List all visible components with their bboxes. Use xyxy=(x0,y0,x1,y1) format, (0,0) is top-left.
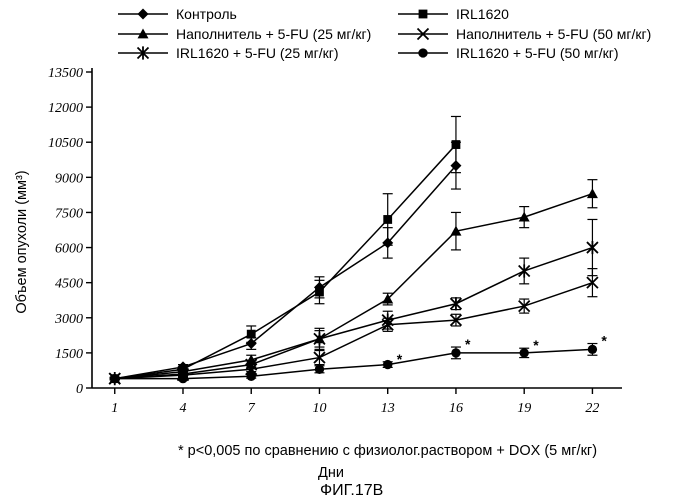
legend-label: Контроль xyxy=(176,6,237,22)
significance-star: * xyxy=(465,336,471,352)
series-line xyxy=(115,166,456,379)
y-tick-label: 3000 xyxy=(54,312,83,327)
y-tick-label: 13500 xyxy=(48,66,83,81)
y-tick-label: 10500 xyxy=(48,136,83,151)
data-point xyxy=(314,332,325,345)
data-point xyxy=(247,372,256,381)
x-tick-label: 22 xyxy=(585,401,599,416)
data-point xyxy=(587,241,598,254)
y-tick-label: 7500 xyxy=(55,206,83,221)
legend-item: Контроль xyxy=(118,6,237,22)
x-tick-label: 16 xyxy=(449,401,463,416)
legend-item: IRL1620 + 5-FU (25 мг/кг) xyxy=(118,45,339,61)
y-tick-label: 1500 xyxy=(55,347,83,362)
legend-label: IRL1620 + 5-FU (25 мг/кг) xyxy=(176,45,339,61)
y-tick-label: 0 xyxy=(76,382,83,397)
data-point xyxy=(450,297,461,310)
x-tick-label: 1 xyxy=(111,401,118,416)
x-tick-label: 19 xyxy=(517,401,531,416)
y-tick-label: 9000 xyxy=(55,171,83,186)
data-point xyxy=(588,345,597,354)
y-axis-label: Объем опухоли (мм³) xyxy=(14,170,30,313)
y-tick-label: 12000 xyxy=(48,101,83,116)
tumor-volume-chart: Контроль IRL1620 Наполнитель + 5-FU (25 мг… xyxy=(0,0,700,482)
legend-item: IRL1620 + 5-FU (50 мг/кг) xyxy=(398,45,619,61)
y-axis-label-wrap: Объем опухоли (мм³) xyxy=(12,232,32,252)
legend-item: Наполнитель + 5-FU (25 мг/кг) xyxy=(118,26,371,42)
x-tick-label: 13 xyxy=(381,401,395,416)
legend-item: IRL1620 xyxy=(398,6,509,22)
data-point xyxy=(519,264,530,277)
data-point xyxy=(383,215,392,224)
y-tick-label: 4500 xyxy=(55,277,83,292)
significance-star: * xyxy=(601,333,607,349)
y-tick-label: 6000 xyxy=(55,242,83,257)
significance-footnote: * p<0,005 по сравнению с физиолог.раство… xyxy=(178,443,597,459)
legend-label: Наполнитель + 5-FU (50 мг/кг) xyxy=(456,26,651,42)
x-tick-label: 7 xyxy=(248,401,256,416)
data-point xyxy=(315,288,324,297)
data-point xyxy=(178,374,187,383)
x-axis-label: Дни xyxy=(318,465,344,481)
axes: 0 1500 3000 4500 6000 7500 9000 10500 12000 13500… xyxy=(48,66,622,416)
data-point xyxy=(315,365,324,374)
data-point xyxy=(110,374,119,383)
legend-label: IRL1620 + 5-FU (50 мг/кг) xyxy=(456,45,619,61)
series-group: * * * * xyxy=(109,116,607,385)
data-point xyxy=(247,330,256,339)
figure-label: ФИГ.17B xyxy=(320,482,383,500)
data-point xyxy=(520,348,529,357)
series-square xyxy=(110,116,461,383)
legend-label: Наполнитель + 5-FU (25 мг/кг) xyxy=(176,26,371,42)
series-line xyxy=(115,145,456,379)
significance-star: * xyxy=(533,337,539,353)
data-point xyxy=(418,48,427,57)
legend-label: IRL1620 xyxy=(456,6,509,22)
data-point xyxy=(383,360,392,369)
series-diamond xyxy=(109,142,461,384)
x-tick-label: 10 xyxy=(312,401,326,416)
data-point xyxy=(587,188,598,198)
legend-item: Наполнитель + 5-FU (50 мг/кг) xyxy=(398,26,651,42)
data-point xyxy=(138,9,149,20)
data-point xyxy=(452,140,461,149)
x-tick-label: 4 xyxy=(179,401,186,416)
data-point xyxy=(451,348,460,357)
data-point xyxy=(419,10,428,19)
significance-star: * xyxy=(397,351,403,367)
legend: Контроль IRL1620 Наполнитель + 5-FU (25 мг… xyxy=(118,6,651,61)
